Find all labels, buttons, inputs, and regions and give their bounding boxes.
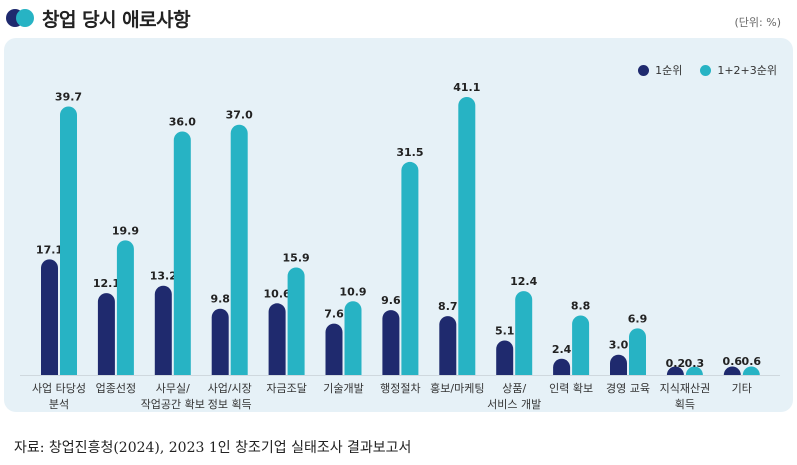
bar-series1-6 <box>382 310 400 375</box>
data-label-series1-11: 0.2 <box>666 357 686 370</box>
category-label-9-0: 인력 확보 <box>549 382 593 395</box>
data-label-series1-4: 10.6 <box>264 287 291 300</box>
category-label-11-1: 획득 <box>675 398 695 411</box>
data-label-series2-7: 41.1 <box>453 81 480 94</box>
data-label-series2-3: 37.0 <box>226 109 253 122</box>
bar-series1-5 <box>325 323 343 375</box>
data-label-series1-7: 8.7 <box>438 300 458 313</box>
legend-label-series1: 1순위 <box>655 64 683 77</box>
data-label-series1-12: 0.6 <box>723 355 743 368</box>
data-label-series2-2: 36.0 <box>169 115 196 128</box>
data-label-series1-0: 17.1 <box>36 243 63 256</box>
category-label-7-0: 홍보/마케팅 <box>430 381 484 395</box>
data-label-series2-4: 15.9 <box>283 251 310 264</box>
category-label-12-0: 기타 <box>732 382 752 395</box>
data-label-series1-6: 9.6 <box>381 294 401 307</box>
title-row: 창업 당시 애로사항 <box>6 4 191 32</box>
category-label-4-0: 자금조달 <box>266 382 306 395</box>
data-label-series2-6: 31.5 <box>396 146 423 159</box>
bar-series1-12 <box>723 366 741 375</box>
data-label-series1-5: 7.6 <box>324 308 344 321</box>
bar-series1-7 <box>439 316 457 375</box>
category-label-11-0: 지식재산권 <box>660 382 711 395</box>
category-label-6-0: 행정절차 <box>380 382 420 395</box>
data-label-series2-8: 12.4 <box>510 275 537 288</box>
data-label-series1-3: 9.8 <box>210 293 230 306</box>
bar-series2-6 <box>401 161 419 375</box>
data-label-series2-10: 6.9 <box>628 312 648 325</box>
legend-swatch-series1 <box>638 64 650 76</box>
title-dot-teal <box>16 9 34 27</box>
legend-item-series2: 1+2+3순위 <box>700 62 777 78</box>
chart-title: 창업 당시 애로사항 <box>42 8 191 31</box>
category-label-1-0: 업종선정 <box>96 382 136 395</box>
data-label-series1-10: 3.0 <box>609 339 629 352</box>
bar-series2-0 <box>60 106 77 375</box>
category-label-3-0: 사업/시장 <box>208 382 252 395</box>
title-dots-icon <box>6 7 36 29</box>
bar-series2-5 <box>344 301 362 375</box>
legend-swatch-series2 <box>700 64 712 76</box>
source-note: 자료: 창업진흥청(2024), 2023 1인 창조기업 실태조사 결과보고서 <box>14 440 412 456</box>
bar-series2-3 <box>230 124 248 375</box>
data-label-series2-12: 0.6 <box>742 355 762 368</box>
bar-series2-10 <box>629 328 646 375</box>
bar-series2-4 <box>287 267 305 375</box>
category-label-2-0: 사무실/ <box>156 382 190 395</box>
data-label-series1-1: 12.1 <box>93 277 120 290</box>
bar-series1-11 <box>666 366 684 375</box>
bar-series2-2 <box>173 131 191 375</box>
bar-series2-11 <box>685 366 703 375</box>
unit-label: (단위: %) <box>734 16 781 29</box>
data-label-series2-9: 8.8 <box>571 299 591 312</box>
bar-series1-10 <box>610 354 627 375</box>
category-label-10-0: 경영 교육 <box>606 382 650 395</box>
bar-series1-8 <box>496 340 514 375</box>
legend-item-series1: 1순위 <box>638 62 682 78</box>
data-label-series1-8: 5.1 <box>495 325 515 338</box>
legend: 1순위 1+2+3순위 <box>620 62 777 78</box>
bar-series2-7 <box>458 97 476 375</box>
bar-series2-8 <box>515 291 533 375</box>
legend-label-series2: 1+2+3순위 <box>717 64 777 77</box>
bar-series2-9 <box>572 315 590 375</box>
data-label-series1-9: 2.4 <box>552 343 572 356</box>
category-label-8-1: 서비스 개발 <box>487 398 541 411</box>
bar-series2-12 <box>742 366 760 375</box>
category-label-0-1: 분석 <box>49 398 69 411</box>
data-label-series2-11: 0.3 <box>685 357 705 370</box>
category-label-5-0: 기술개발 <box>323 382 363 395</box>
bar-series1-1 <box>97 293 115 375</box>
bar-series1-9 <box>553 358 571 375</box>
bar-series1-0 <box>41 259 58 375</box>
data-label-series1-2: 13.2 <box>150 270 177 283</box>
data-label-series2-0: 39.7 <box>55 90 82 103</box>
category-label-2-1: 작업공간 확보 <box>141 398 205 411</box>
bar-series1-2 <box>154 285 172 375</box>
data-label-series2-1: 19.9 <box>112 224 139 237</box>
bar-series1-3 <box>211 308 229 375</box>
bar-series1-4 <box>268 303 286 375</box>
data-label-series2-5: 10.9 <box>339 285 366 298</box>
category-label-8-0: 상품/ <box>502 382 526 395</box>
bar-series2-1 <box>116 240 134 375</box>
category-label-3-1: 정보 획득 <box>208 398 252 411</box>
category-label-0-0: 사업 타당성 <box>32 382 86 395</box>
